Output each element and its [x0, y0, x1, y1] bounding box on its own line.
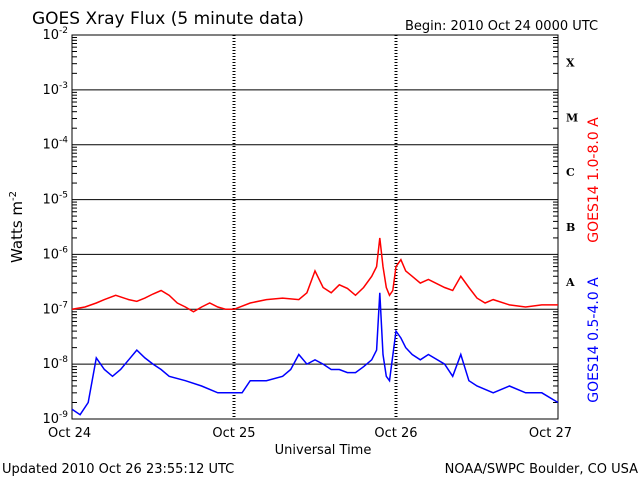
y-tick-label: 10-4 [42, 136, 68, 153]
x-tick-label: Oct 26 [374, 426, 417, 441]
series-labels: GOES14 1.0-8.0 A GOES14 0.5-4.0 A [586, 117, 602, 403]
x-tick-label: Oct 27 [529, 426, 572, 441]
y-tick-label: 10-6 [42, 245, 68, 262]
y-tick-label: 10-3 [42, 81, 68, 98]
y-axis-ticks: 10-9 10-8 10-7 10-6 10-5 10-4 10-3 10-2 [42, 26, 558, 427]
y-axis-label-exp: -2 [8, 191, 19, 201]
x-tick-label: Oct 25 [212, 426, 255, 441]
series-label-text: GOES14 1.0-8.0 A [586, 117, 602, 243]
series-label-text: GOES14 0.5-4.0 A [586, 277, 602, 403]
flare-class-label: C [566, 166, 575, 179]
x-tick-label: Oct 24 [48, 426, 91, 441]
x-axis-ticks: Oct 24 Oct 25 Oct 26 Oct 27 [48, 426, 572, 441]
y-tick-label: 10-2 [42, 26, 68, 43]
series-line [71, 237, 558, 313]
y-tick-label: 10-5 [42, 191, 68, 208]
chart-title: GOES Xray Flux (5 minute data) [32, 9, 304, 29]
series-line [71, 292, 559, 416]
y-tick-label: 10-8 [42, 355, 68, 372]
x-axis-label: Universal Time [275, 443, 372, 458]
updated-timestamp: Updated 2010 Oct 26 23:55:12 UTC [2, 462, 234, 477]
svg-text:Watts m-2: Watts m-2 [8, 191, 26, 263]
series-label: GOES14 0.5-4.0 A [586, 277, 602, 403]
y-tick-label: 10-7 [42, 300, 68, 317]
vertical-grid [232, 35, 398, 419]
flare-class-label: A [565, 276, 575, 289]
credit-label: NOAA/SWPC Boulder, CO USA [445, 462, 638, 477]
flare-class-label: M [566, 111, 578, 124]
series-label: GOES14 1.0-8.0 A [586, 117, 602, 243]
y-axis-label: Watts m-2 [8, 191, 26, 263]
flare-class-label: B [566, 221, 575, 234]
flare-class-label: X [566, 56, 575, 69]
y-tick-label: 10-9 [42, 410, 68, 427]
horizontal-grid [72, 89, 558, 365]
y-axis-label-base: Watts m [8, 201, 26, 263]
flare-class-labels: A B C M X [565, 56, 578, 288]
plot-frame [71, 34, 559, 420]
begin-label: Begin: 2010 Oct 24 0000 UTC [405, 19, 598, 34]
series-lines [71, 237, 559, 416]
